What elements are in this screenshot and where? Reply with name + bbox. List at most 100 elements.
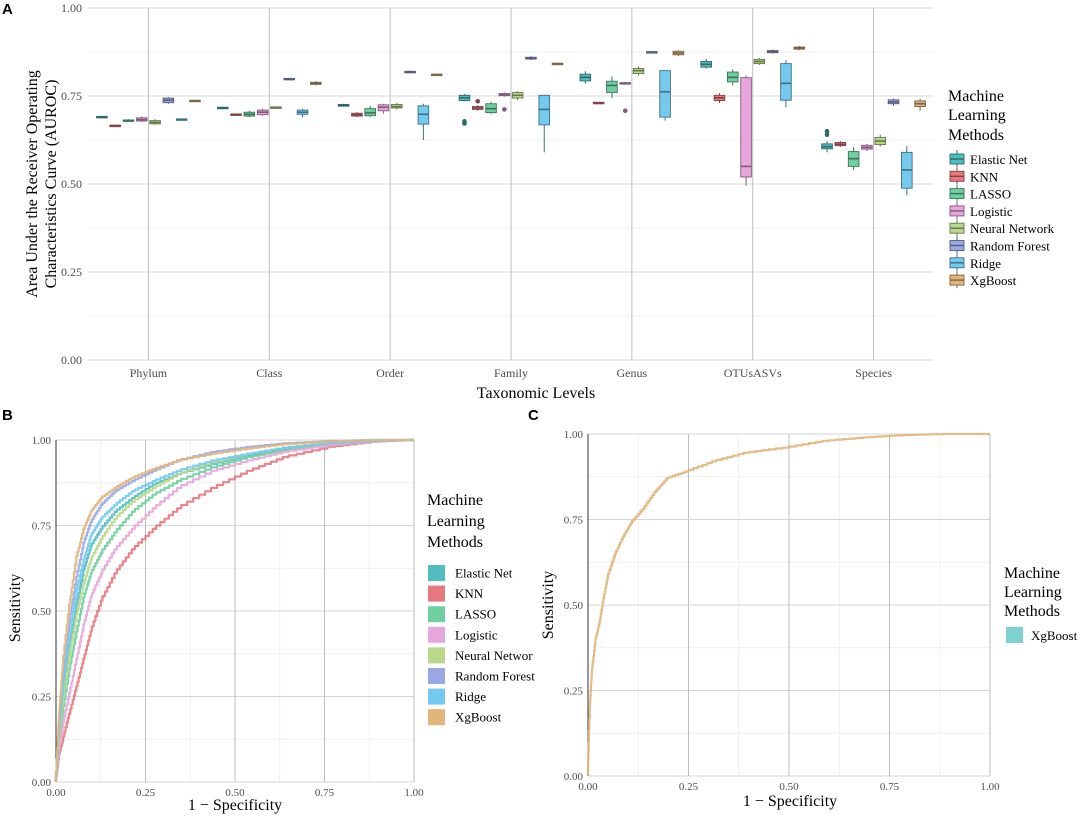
- roc-y-tick-label: 0.75: [32, 521, 52, 533]
- panel-b-roc: 0.00 0.25 0.50 0.75 1.00 0.00 0.25 0.50 0.75 1.0…: [7, 435, 535, 814]
- panel-b-x-ticks: 0.00 0.25 0.50 0.75 1.00: [46, 787, 424, 799]
- roc-y-tick-label: 1.00: [564, 429, 584, 441]
- panel-a-y-title-line2: Characteristics Curve (AUROC): [43, 80, 60, 289]
- roc-x-tick-label: 0.75: [880, 781, 900, 793]
- box-neural-network-class: [270, 106, 282, 109]
- box-xgboost-family: [551, 62, 564, 66]
- box-random-forest-class: [283, 77, 295, 81]
- box-lasso-species: [847, 147, 860, 170]
- legend-a-title-line3: Methods: [948, 127, 1004, 144]
- panel-b-x-title: 1 − Specificity: [188, 797, 282, 814]
- panel-a-gridlines: [88, 7, 934, 361]
- panel-b-y-title: Sensitivity: [7, 574, 24, 642]
- box-ridge-phylum: [175, 118, 188, 121]
- box-elastic-net-genus: [579, 71, 592, 84]
- box-random-forest-otusasvs: [766, 49, 779, 54]
- panel-a-boxplot: 0.00 0.25 0.50 0.75 1.00 Phylum Class Order Fam…: [24, 1, 1055, 402]
- box-neural-network-family: [511, 91, 524, 101]
- roc-y-tick-label: 0.25: [32, 692, 52, 704]
- panel-c-lines: [586, 432, 990, 776]
- legend-a-label: Logistic: [970, 204, 1013, 219]
- panel-b-label: B: [2, 407, 13, 424]
- box-neural-network-otusasvs: [753, 57, 766, 66]
- box-lasso-family: [485, 101, 497, 115]
- box-ridge-order: [417, 103, 430, 140]
- box-ridge-species: [901, 145, 913, 196]
- legend-b-label: Random Forest: [455, 669, 535, 684]
- panel-a-x-title: Taxonomic Levels: [477, 385, 595, 402]
- box-xgboost-otusasvs: [793, 46, 806, 51]
- box-knn-genus: [592, 101, 605, 105]
- legend-b-title-line3: Methods: [427, 534, 483, 551]
- box-outlier: [824, 132, 830, 138]
- roc-line-xgboost: [54, 438, 414, 782]
- roc-x-tick-label: 0.25: [136, 787, 156, 799]
- panel-c-gridlines: [587, 433, 991, 777]
- legend-a-title-line1: Machine: [948, 88, 1004, 105]
- legend-b-key: [428, 585, 445, 602]
- legend-c-label: XgBoost: [1031, 628, 1078, 643]
- box-ridge-otusasvs: [780, 60, 792, 108]
- box-random-forest-phylum: [162, 97, 175, 104]
- roc-y-tick-label: 1.00: [32, 435, 52, 447]
- roc-x-tick-label: 0.75: [315, 787, 335, 799]
- roc-x-tick-label: 1.00: [980, 781, 1000, 793]
- box-iqr: [740, 77, 752, 178]
- roc-y-tick-label: 0.50: [32, 606, 52, 618]
- legend-b-key: [428, 668, 445, 684]
- box-lasso-genus: [606, 76, 618, 99]
- box-knn-family: [471, 98, 484, 111]
- a-x-tick-label: Family: [494, 366, 528, 380]
- box-random-forest-order: [404, 70, 416, 74]
- legend-b-label: XgBoost: [455, 710, 502, 725]
- legend-b-title-line1: Machine: [427, 492, 483, 509]
- box-elastic-net-phylum: [96, 115, 108, 119]
- box-knn-otusasvs: [713, 93, 726, 104]
- box-lasso-phylum: [122, 119, 135, 122]
- box-ridge-genus: [659, 70, 671, 121]
- box-ridge-family: [538, 94, 551, 153]
- box-random-forest-genus: [646, 51, 658, 54]
- legend-b-key: [428, 688, 445, 705]
- roc-x-tick-label: 0.25: [679, 781, 699, 793]
- legend-b-key: [428, 709, 445, 726]
- panel-b-gridlines: [55, 439, 415, 783]
- box-xgboost-order: [430, 73, 443, 77]
- roc-line-ridge: [54, 438, 414, 782]
- box-outlier: [824, 128, 830, 134]
- box-logistic-otusasvs: [740, 75, 752, 186]
- box-logistic-phylum: [136, 116, 148, 123]
- roc-x-tick-label: 0.50: [779, 781, 799, 793]
- legend-b-label: Ridge: [455, 689, 486, 704]
- legend-b-key: [428, 647, 445, 664]
- legend-c-title-line1: Machine: [1004, 565, 1060, 582]
- box-neural-network-species: [874, 134, 886, 147]
- box-knn-order: [351, 112, 363, 118]
- box-xgboost-phylum: [189, 99, 201, 103]
- legend-c-title-line2: Learning: [1004, 584, 1062, 601]
- roc-x-tick-label: 1.00: [404, 787, 424, 799]
- box-outlier: [622, 108, 628, 114]
- panel-c-x-ticks: 0.00 0.25 0.50 0.75 1.00: [578, 781, 1000, 793]
- box-iqr: [780, 63, 792, 101]
- box-knn-class: [230, 113, 242, 116]
- roc-x-tick-label: 0.00: [578, 781, 598, 793]
- box-xgboost-class: [310, 81, 322, 86]
- legend-b-label: LASSO: [455, 607, 496, 622]
- box-neural-network-phylum: [149, 119, 161, 125]
- roc-y-tick-label: 0.00: [32, 777, 52, 789]
- legend-a-label: Elastic Net: [970, 152, 1028, 167]
- roc-x-tick-label: 0.50: [225, 787, 245, 799]
- a-x-tick-label: Phylum: [130, 366, 168, 380]
- a-y-tick-label: 0.00: [61, 353, 82, 367]
- a-y-tick-label: 1.00: [61, 1, 82, 15]
- box-logistic-species: [861, 143, 873, 151]
- roc-y-tick-label: 0.00: [564, 771, 584, 783]
- a-y-tick-label: 0.25: [61, 265, 82, 279]
- panel-b-y-ticks: 0.00 0.25 0.50 0.75 1.00: [32, 435, 52, 789]
- box-outlier: [475, 98, 481, 104]
- box-lasso-class: [243, 110, 256, 118]
- roc-line-xgboost: [586, 432, 990, 776]
- legend-b-label: Neural Networ: [455, 648, 533, 663]
